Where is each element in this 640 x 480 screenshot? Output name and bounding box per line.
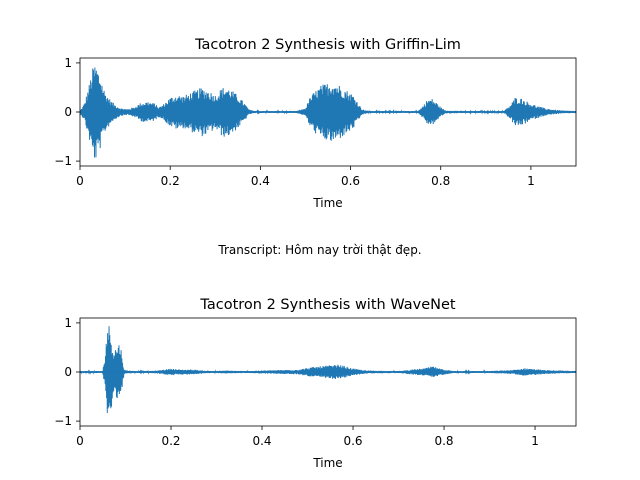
transcript-text: Transcript: Hôm nay trời thật đẹp. [217, 243, 421, 257]
x-tick-label: 0.8 [431, 174, 450, 188]
y-tick-label: 1 [64, 316, 72, 330]
chart-title: Tacotron 2 Synthesis with Griffin-Lim [194, 37, 461, 53]
y-tick-label: −1 [54, 414, 72, 428]
x-tick-label: 1 [527, 174, 535, 188]
chart-2: 0 0.2 0.4 0.6 0.8 1 1 0 −1 Tacotron 2 Synthesis w… [54, 297, 577, 470]
chart-title: Tacotron 2 Synthesis with WaveNet [199, 297, 455, 313]
x-tick-label: 0.8 [434, 434, 453, 448]
y-tick-label: 1 [64, 56, 72, 70]
x-tick-label: 1 [531, 434, 539, 448]
chart-1: 0 0.2 0.4 0.6 0.8 1 1 0 −1 Tacotron 2 Synthesis w… [54, 37, 577, 210]
x-tick-label: 0 [76, 174, 84, 188]
y-tick-label: 0 [64, 365, 72, 379]
x-tick-label: 0.6 [341, 174, 360, 188]
y-tick-label: −1 [54, 154, 72, 168]
x-tick-label: 0.2 [161, 174, 180, 188]
x-tick-label: 0.4 [252, 434, 271, 448]
x-axis-label: Time [312, 196, 342, 210]
x-axis-label: Time [312, 456, 342, 470]
x-tick-label: 0.2 [161, 434, 180, 448]
y-tick-label: 0 [64, 105, 72, 119]
x-tick-label: 0.4 [251, 174, 270, 188]
x-tick-label: 0.6 [343, 434, 362, 448]
waveform-line [80, 326, 576, 413]
x-tick-label: 0 [76, 434, 84, 448]
